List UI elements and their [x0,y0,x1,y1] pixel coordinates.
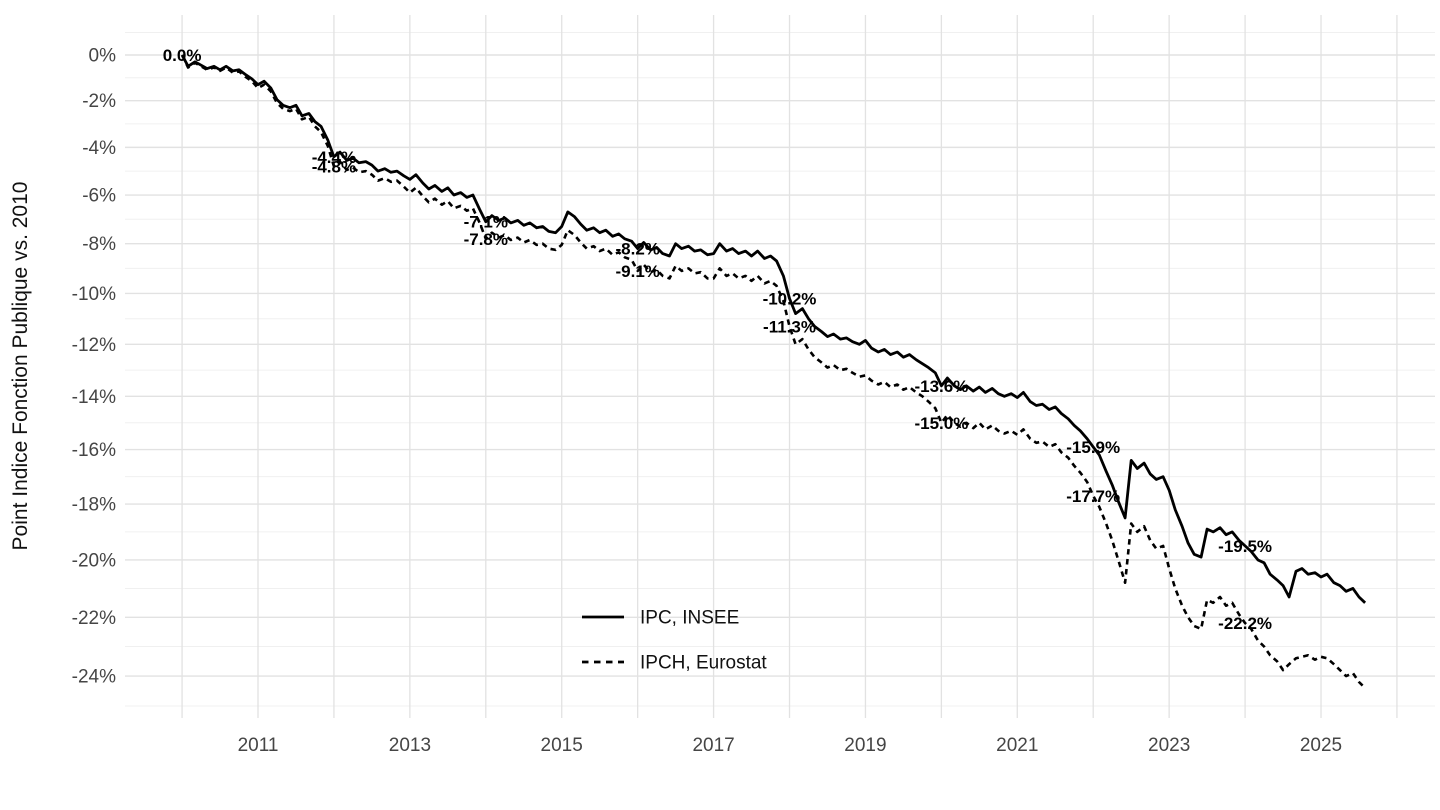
y-axis-tick-label: -20% [72,551,116,572]
y-axis-tick-label: -24% [72,667,116,688]
y-axis-title: Point Indice Fonction Publique vs. 2010 [9,182,32,551]
y-axis-tick-label: -22% [72,608,116,629]
x-axis-tick-label: 2011 [238,735,279,756]
x-axis-tick-label: 2023 [1148,735,1190,756]
series-layer [180,54,1367,689]
y-axis-tick-label: -6% [82,186,116,207]
y-axis-tick-label: -10% [72,284,116,305]
series-line-ipch-eurostat [180,54,1367,689]
x-axis-tick-label: 2017 [692,735,734,756]
legend: IPC, INSEE IPCH, Eurostat [582,608,767,674]
data-point-label: -19.5% [1218,537,1272,556]
data-point-label: -9.1% [615,262,659,281]
y-axis-tick-label: -14% [72,387,116,408]
y-axis-tick-label: -18% [72,495,116,516]
data-point-label: -15.0% [914,414,968,433]
axis-layer: 0% -2% -4% -6% -8% -10% -12% -14% -16% -18% -20% -2… [72,46,1343,757]
data-point-label: -15.9% [1066,438,1120,457]
x-axis-tick-label: 2019 [844,735,886,756]
y-axis-tick-label: 0% [89,46,117,67]
data-point-label: -11.3% [763,317,816,336]
legend-label-ipch-eurostat: IPCH, Eurostat [640,653,767,674]
data-point-label: 0.0% [163,46,202,65]
y-axis-tick-label: -2% [82,91,116,112]
data-point-label: -7.8% [464,230,508,249]
data-point-label: -22.2% [1218,614,1272,633]
y-axis-tick-label: -12% [72,335,116,356]
x-axis-tick-label: 2021 [996,735,1038,756]
data-label-layer: 0.0% -4.4%-4.8% -7.1%-7.8% -8.2% -9.1% -10.2%… [163,46,1272,633]
y-axis-tick-label: -4% [82,138,116,159]
data-point-label: -8.2% [615,240,659,259]
data-point-label: -13.6% [914,377,968,396]
data-point-label: -4.4% [312,148,356,167]
y-axis-tick-label: -16% [72,440,116,461]
x-axis-tick-label: 2013 [389,735,431,756]
x-axis-tick-label: 2025 [1300,735,1342,756]
data-point-label: -10.2% [763,290,817,309]
y-axis-tick-label: -8% [82,234,116,255]
data-point-label: -4.8% [312,157,356,176]
data-point-label: -17.7% [1066,487,1120,506]
series-line-ipc-insee [180,54,1367,604]
data-point-label: -7.1% [464,213,508,232]
legend-label-ipc-insee: IPC, INSEE [640,608,739,629]
x-axis-tick-label: 2015 [541,735,583,756]
grid-layer [125,15,1435,718]
